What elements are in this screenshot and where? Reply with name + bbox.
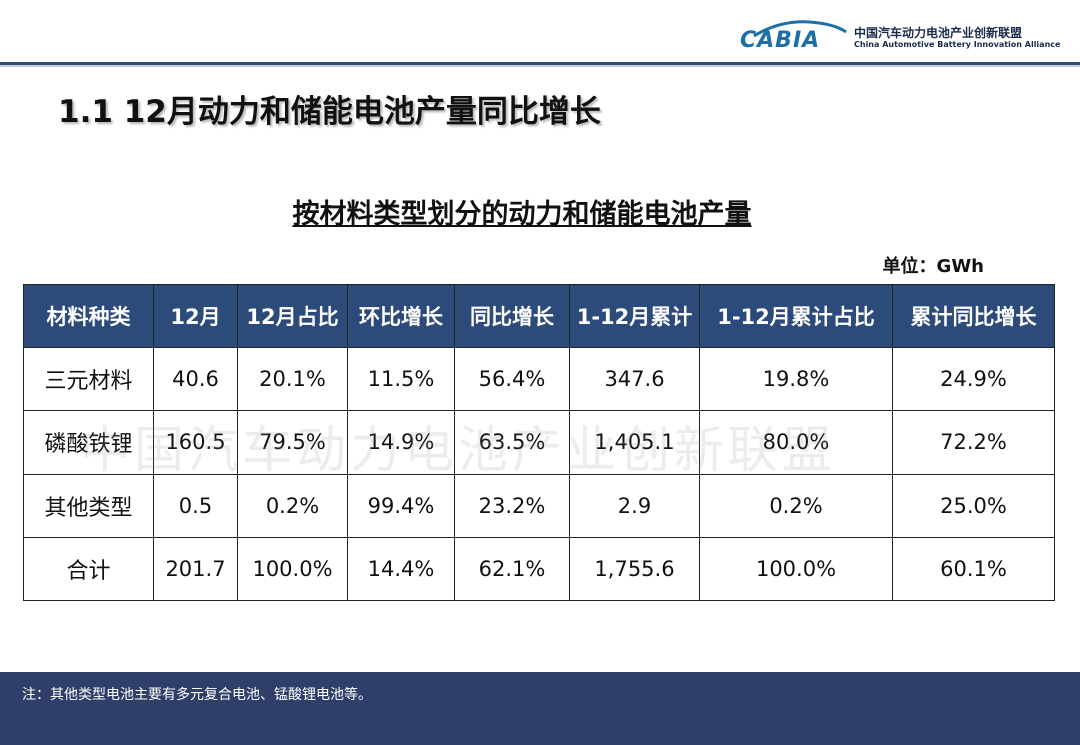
cell: 0.5 [153,473,238,538]
cell: 56.4% [454,346,570,412]
cell: 20.1% [237,346,348,412]
unit-label: 单位：GWh [882,256,984,277]
cell: 25.0% [892,473,1055,538]
cell: 160.5 [153,410,238,475]
cell: 60.1% [892,536,1055,602]
table-row: 三元材料 40.6 20.1% 11.5% 56.4% 347.6 19.8% … [23,346,1055,412]
production-table: 材料种类 12月 12月占比 环比增长 同比增长 1-12月累计 1-12月累计… [23,284,1055,602]
cell: 0.2% [237,473,348,538]
header-bar: CABIA 中国汽车动力电池产业创新联盟 China Automotive Ba… [0,0,1080,70]
header-dec-share: 12月占比 [237,284,348,348]
cell: 14.9% [347,410,455,475]
cabia-logo: CABIA 中国汽车动力电池产业创新联盟 China Automotive Ba… [740,18,1060,58]
cell: 100.0% [237,536,348,602]
footer-note: 注：其他类型电池主要有多元复合电池、锰酸锂电池等。 [22,687,372,703]
cell-material: 磷酸铁锂 [23,410,154,475]
cell: 11.5% [347,346,455,412]
cell: 80.0% [699,410,893,475]
cell: 24.9% [892,346,1055,412]
header-ytd: 1-12月累计 [569,284,700,348]
table-title: 按材料类型划分的动力和储能电池产量 [292,199,752,230]
header-divider-shadow [0,65,1080,67]
cell-material: 三元材料 [23,346,154,412]
cell: 347.6 [569,346,700,412]
cell: 0.2% [699,473,893,538]
car-arc-icon [753,20,847,38]
cell-material: 其他类型 [23,473,154,538]
cell: 19.8% [699,346,893,412]
header-ytd-share: 1-12月累计占比 [699,284,893,348]
table-row: 磷酸铁锂 160.5 79.5% 14.9% 63.5% 1,405.1 80.… [23,410,1055,475]
header-mom: 环比增长 [347,284,455,348]
cell: 14.4% [347,536,455,602]
cell: 99.4% [347,473,455,538]
table-header-row: 材料种类 12月 12月占比 环比增长 同比增长 1-12月累计 1-12月累计… [23,284,1055,348]
header-material: 材料种类 [23,284,154,348]
table-row-total: 合计 201.7 100.0% 14.4% 62.1% 1,755.6 100.… [23,536,1055,602]
footer-bar: 注：其他类型电池主要有多元复合电池、锰酸锂电池等。 [0,672,1080,745]
logo-wordmark: CABIA [740,28,821,53]
header-dec: 12月 [153,284,238,348]
slide-title: 1.1 12月动力和储能电池产量同比增长 [58,94,601,130]
cell: 62.1% [454,536,570,602]
cell: 72.2% [892,410,1055,475]
cell: 23.2% [454,473,570,538]
cell: 2.9 [569,473,700,538]
cell: 201.7 [153,536,238,602]
cell: 100.0% [699,536,893,602]
header-yoy: 同比增长 [454,284,570,348]
cell: 63.5% [454,410,570,475]
cell: 1,755.6 [569,536,700,602]
header-divider [0,62,1080,65]
org-name-cn: 中国汽车动力电池产业创新联盟 [854,26,1023,40]
cell-material: 合计 [23,536,154,602]
org-name-en: China Automotive Battery Innovation Alli… [854,40,1061,49]
table-row: 其他类型 0.5 0.2% 99.4% 23.2% 2.9 0.2% 25.0% [23,473,1055,538]
header-ytd-yoy: 累计同比增长 [892,284,1055,348]
cell: 40.6 [153,346,238,412]
cell: 79.5% [237,410,348,475]
cell: 1,405.1 [569,410,700,475]
